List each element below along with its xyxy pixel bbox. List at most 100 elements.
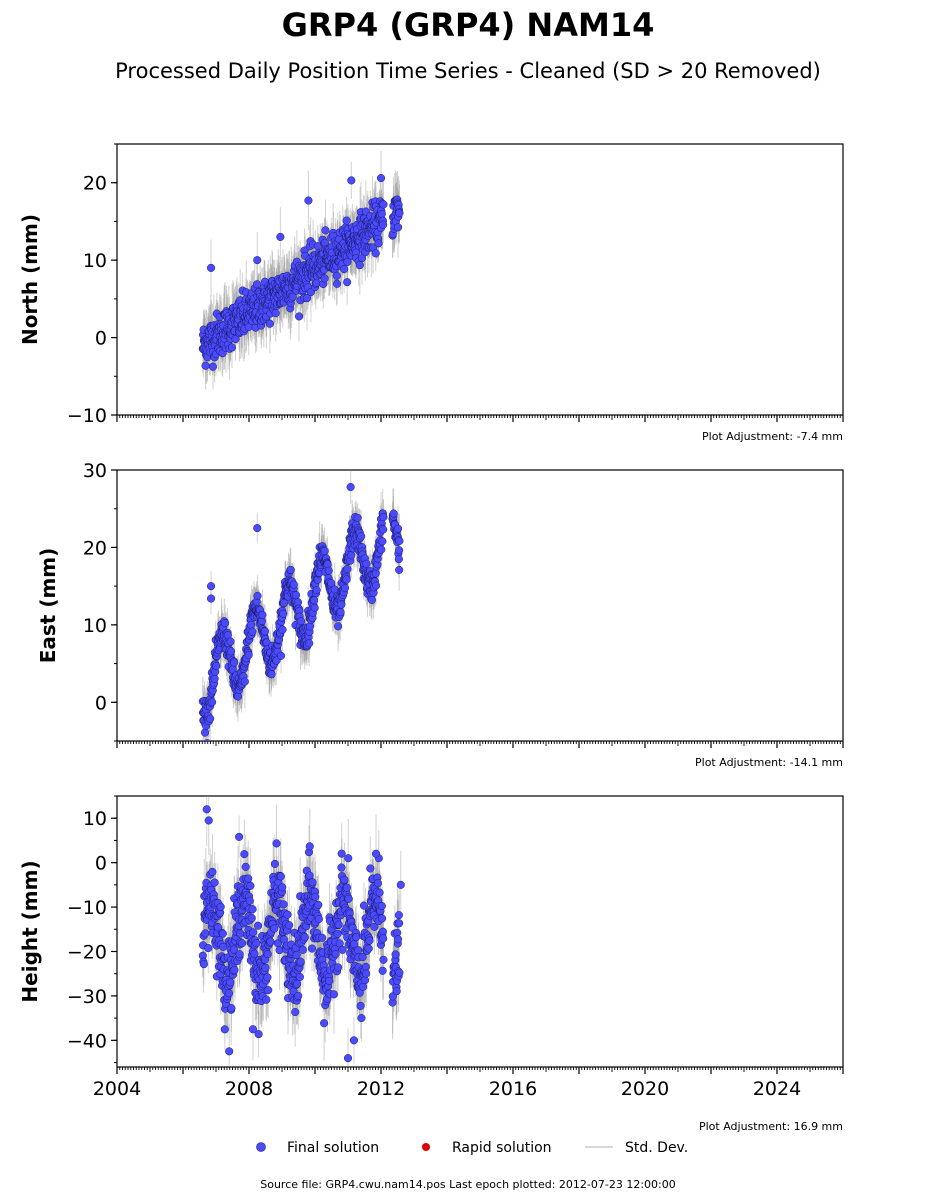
final-solution-point bbox=[307, 944, 317, 953]
final-solution-point bbox=[266, 937, 275, 946]
final-solution-point bbox=[359, 901, 369, 910]
y-tick-label: −40 bbox=[67, 1030, 107, 1052]
final-solution-point bbox=[347, 176, 356, 185]
final-solution-point bbox=[305, 639, 314, 648]
final-solution-point bbox=[320, 546, 329, 556]
final-solution-point bbox=[245, 896, 254, 905]
final-solution-point bbox=[267, 670, 276, 679]
data-points bbox=[198, 796, 405, 1067]
data-points bbox=[198, 470, 404, 741]
final-solution-point bbox=[343, 278, 352, 287]
final-solution-point bbox=[279, 609, 288, 618]
final-solution-point bbox=[300, 933, 309, 942]
final-solution-point bbox=[377, 545, 386, 554]
x-tick-label: 2008 bbox=[225, 1078, 273, 1100]
final-solution-point bbox=[395, 536, 404, 545]
final-solution-point bbox=[379, 220, 388, 229]
final-solution-point bbox=[227, 343, 236, 352]
x-tick-label: 2020 bbox=[621, 1078, 669, 1100]
final-solution-point bbox=[261, 963, 270, 972]
final-solution-point bbox=[367, 595, 376, 604]
final-solution-point bbox=[302, 294, 312, 303]
final-solution-point bbox=[253, 524, 262, 533]
final-solution-point bbox=[320, 274, 329, 283]
final-solution-point bbox=[371, 249, 380, 258]
final-solution-point bbox=[332, 279, 342, 288]
final-solution-point bbox=[371, 569, 380, 578]
final-solution-point bbox=[272, 839, 281, 848]
final-solution-point bbox=[235, 950, 244, 959]
x-tick-label: 2012 bbox=[357, 1078, 405, 1100]
y-tick-label: 0 bbox=[95, 692, 107, 714]
final-solution-point bbox=[253, 591, 262, 601]
final-solution-point bbox=[254, 921, 263, 930]
final-solution-point bbox=[220, 1025, 229, 1034]
final-solution-point bbox=[377, 901, 386, 911]
final-solution-point bbox=[356, 1001, 365, 1010]
final-solution-point bbox=[240, 677, 249, 686]
final-solution-point bbox=[276, 872, 285, 881]
final-solution-point bbox=[379, 525, 388, 534]
final-solution-point bbox=[373, 879, 383, 888]
final-solution-point bbox=[378, 927, 387, 936]
final-solution-point bbox=[379, 955, 388, 964]
final-solution-point bbox=[283, 910, 292, 919]
chart-subtitle: Processed Daily Position Time Series - C… bbox=[115, 59, 821, 83]
final-solution-point bbox=[331, 950, 340, 959]
final-solution-point bbox=[246, 881, 255, 890]
final-solution-point bbox=[374, 239, 383, 248]
y-axis-label: East (mm) bbox=[36, 548, 60, 664]
final-solution-point bbox=[358, 952, 367, 962]
final-solution-point bbox=[236, 929, 245, 938]
final-solution-point bbox=[252, 939, 261, 948]
final-solution-point bbox=[221, 619, 230, 628]
final-solution-point bbox=[291, 591, 301, 600]
final-solution-point bbox=[342, 216, 351, 225]
y-axis-label: North (mm) bbox=[18, 214, 42, 345]
final-solution-point bbox=[262, 995, 271, 1004]
final-solution-points bbox=[198, 174, 404, 371]
final-solution-point bbox=[244, 874, 253, 883]
final-solution-point bbox=[227, 647, 236, 656]
y-tick-label: −10 bbox=[67, 897, 107, 919]
final-solution-point bbox=[332, 271, 341, 280]
final-solution-point bbox=[362, 559, 371, 568]
final-solution-point bbox=[378, 537, 387, 546]
final-solution-point bbox=[395, 565, 404, 574]
final-solution-point bbox=[263, 950, 272, 959]
final-solution-points bbox=[198, 482, 404, 741]
final-solution-point bbox=[203, 739, 211, 741]
final-solution-point bbox=[249, 928, 258, 937]
final-solution-point bbox=[291, 1007, 300, 1017]
final-solution-point bbox=[337, 863, 346, 872]
final-solution-point bbox=[248, 627, 257, 636]
final-solution-point bbox=[219, 942, 228, 951]
y-tick-label: 0 bbox=[95, 328, 107, 350]
final-solution-point bbox=[314, 915, 323, 924]
final-solution-point bbox=[265, 319, 274, 328]
final-solution-point bbox=[207, 263, 216, 272]
final-solution-point bbox=[337, 600, 346, 609]
final-solution-point bbox=[334, 963, 343, 972]
final-solution-point bbox=[207, 582, 216, 591]
final-solution-point bbox=[208, 362, 218, 371]
final-solution-point bbox=[270, 859, 279, 868]
final-solution-point bbox=[370, 922, 379, 931]
final-solution-point bbox=[325, 976, 334, 986]
final-solution-point bbox=[229, 945, 238, 954]
x-tick-label: 2016 bbox=[489, 1078, 537, 1100]
final-solution-point bbox=[298, 945, 307, 954]
final-solution-point bbox=[247, 913, 256, 923]
final-solution-point bbox=[361, 962, 370, 971]
final-solution-point bbox=[248, 905, 257, 914]
final-solution-point bbox=[342, 575, 351, 584]
final-solution-point bbox=[253, 256, 262, 265]
final-solution-point bbox=[225, 1047, 234, 1056]
final-solution-point bbox=[210, 674, 219, 683]
final-solution-point bbox=[340, 265, 349, 274]
final-solution-point bbox=[305, 842, 314, 851]
final-solution-point bbox=[288, 292, 297, 301]
final-solution-point bbox=[353, 513, 362, 522]
final-solution-point bbox=[294, 991, 303, 1000]
